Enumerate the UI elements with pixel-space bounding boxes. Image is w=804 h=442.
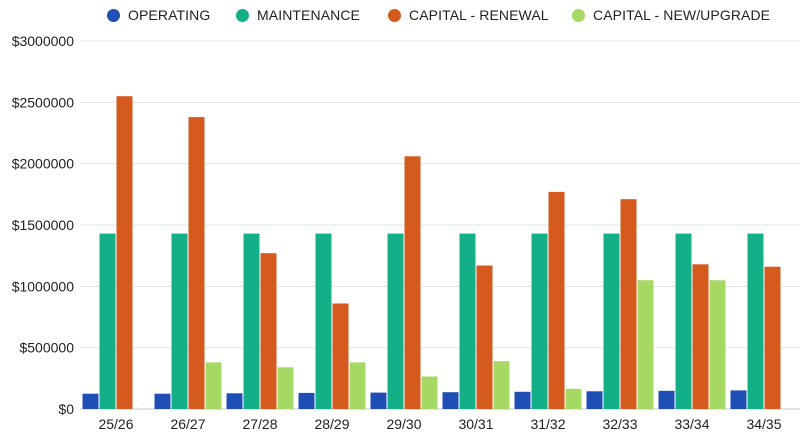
- x-tick-label: 34/35: [746, 416, 781, 432]
- x-tick-label: 31/32: [530, 416, 565, 432]
- bar-capital-renewal-29-30: [404, 156, 421, 409]
- bar-operating-34-35: [730, 390, 747, 409]
- bar-operating-26-27: [154, 393, 171, 409]
- legend-label: MAINTENANCE: [257, 7, 360, 23]
- bar-maintenance-28-29: [315, 233, 332, 409]
- y-tick-label: $2000000: [12, 156, 75, 172]
- bar-operating-25-26: [82, 393, 99, 409]
- x-tick-label: 32/33: [602, 416, 637, 432]
- y-tick-label: $1000000: [12, 278, 75, 294]
- bar-capital-new-upgrade-33-34: [709, 280, 726, 409]
- legend-swatch: [388, 8, 401, 22]
- legend-label: CAPITAL - RENEWAL: [409, 7, 549, 23]
- bar-operating-33-34: [658, 390, 675, 409]
- bar-operating-27-28: [226, 393, 243, 409]
- legend: OPERATING MAINTENANCE CAPITAL - RENEWAL CAP…: [0, 4, 804, 26]
- bar-maintenance-26-27: [171, 233, 188, 409]
- legend-item[interactable]: MAINTENANCE: [236, 4, 360, 26]
- legend-swatch: [572, 8, 585, 22]
- bar-operating-30-31: [442, 392, 459, 409]
- bar-capital-renewal-34-35: [764, 266, 781, 409]
- bar-capital-new-upgrade-32-33: [637, 280, 654, 409]
- bar-maintenance-25-26: [99, 233, 116, 409]
- bar-capital-new-upgrade-30-31: [493, 361, 510, 409]
- bar-operating-31-32: [514, 391, 531, 409]
- bar-capital-renewal-26-27: [188, 117, 205, 409]
- bar-maintenance-29-30: [387, 233, 404, 409]
- bar-capital-renewal-25-26: [116, 96, 133, 409]
- x-tick-label: 27/28: [242, 416, 277, 432]
- bar-capital-new-upgrade-28-29: [349, 362, 366, 409]
- bar-capital-new-upgrade-27-28: [277, 367, 294, 409]
- bar-maintenance-33-34: [675, 233, 692, 409]
- bar-maintenance-30-31: [459, 233, 476, 409]
- bar-capital-new-upgrade-31-32: [565, 388, 582, 409]
- y-tick-label: $3000000: [12, 33, 75, 49]
- legend-item[interactable]: CAPITAL - RENEWAL: [388, 4, 549, 26]
- legend-item[interactable]: OPERATING: [107, 4, 210, 26]
- bar-capital-renewal-30-31: [476, 265, 493, 409]
- bar-maintenance-27-28: [243, 233, 260, 409]
- legend-label: OPERATING: [128, 7, 211, 23]
- bar-capital-renewal-33-34: [692, 264, 709, 409]
- bar-operating-32-33: [586, 391, 603, 409]
- bar-maintenance-32-33: [603, 233, 620, 409]
- bar-operating-29-30: [370, 392, 387, 409]
- y-tick-label: $500000: [19, 340, 74, 356]
- x-tick-label: 26/27: [170, 416, 205, 432]
- legend-label: CAPITAL - NEW/UPGRADE: [593, 7, 771, 23]
- y-tick-label: $0: [58, 401, 74, 417]
- x-tick-label: 33/34: [674, 416, 709, 432]
- bar-capital-new-upgrade-26-27: [205, 362, 222, 409]
- bar-maintenance-31-32: [531, 233, 548, 409]
- y-tick-label: $2500000: [12, 94, 75, 110]
- x-tick-label: 25/26: [98, 416, 133, 432]
- legend-swatch: [236, 8, 249, 22]
- x-tick-label: 30/31: [458, 416, 493, 432]
- legend-item[interactable]: CAPITAL - NEW/UPGRADE: [572, 4, 770, 26]
- y-tick-label: $1500000: [12, 217, 75, 233]
- bar-capital-renewal-32-33: [620, 199, 637, 409]
- bar-capital-renewal-31-32: [548, 191, 565, 409]
- legend-swatch: [107, 8, 120, 22]
- bar-capital-renewal-27-28: [260, 253, 277, 409]
- bar-capital-renewal-28-29: [332, 303, 349, 409]
- x-tick-label: 29/30: [386, 416, 421, 432]
- bar-capital-new-upgrade-29-30: [421, 376, 438, 409]
- x-tick-label: 28/29: [314, 416, 349, 432]
- bar-maintenance-34-35: [747, 233, 764, 409]
- bar-operating-28-29: [298, 392, 315, 409]
